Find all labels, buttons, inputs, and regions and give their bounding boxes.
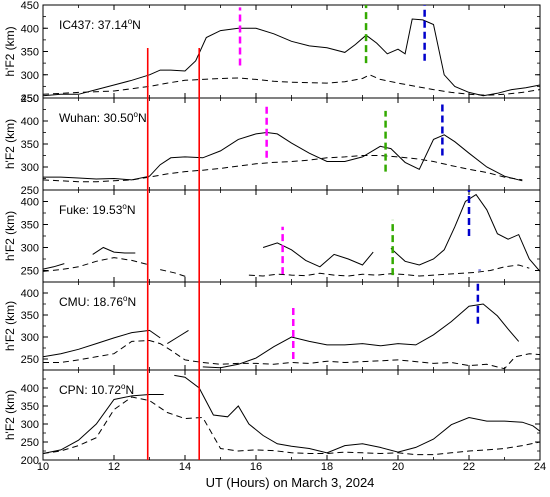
- y-tick-label: 250: [21, 354, 39, 366]
- x-tick-label: 18: [321, 461, 333, 473]
- y-tick-label: 350: [21, 139, 39, 151]
- y-tick-label: 450: [21, 0, 39, 12]
- latitude-suffix: N: [132, 18, 141, 32]
- y-tick-label: 400: [21, 116, 39, 128]
- hf2-line: [43, 18, 540, 97]
- median-line: [43, 339, 540, 370]
- y-tick-label: 400: [21, 288, 39, 300]
- hf2-line: [92, 246, 136, 255]
- station-label: CPN: 10.72oN: [59, 382, 134, 397]
- degree-superscript: o: [121, 382, 126, 391]
- y-tick-label: 300: [21, 419, 39, 431]
- x-axis-label: UT (Hours) on March 3, 2024: [206, 475, 375, 490]
- y-axis-label: h'F2 (km): [3, 211, 17, 261]
- degree-superscript: o: [128, 17, 133, 26]
- y-tick-label: 200: [21, 455, 39, 467]
- x-tick-label: 24: [534, 461, 546, 473]
- latitude-suffix: N: [127, 203, 136, 217]
- y-axis-label: h'F2 (km): [3, 301, 17, 351]
- y-tick-label: 400: [21, 23, 39, 35]
- hf2-line: [202, 303, 520, 369]
- latitude-suffix: N: [138, 111, 147, 125]
- y-tick-label: 400: [21, 383, 39, 395]
- y-tick-label: 400: [21, 197, 39, 209]
- median-line: [43, 396, 540, 456]
- panel-5: 200 250 300 350 400 h'F2 (km) CPN: 10.72oN: [3, 369, 541, 467]
- x-tick-label: 20: [392, 461, 404, 473]
- x-tick-label: 14: [179, 461, 191, 473]
- latitude-suffix: N: [126, 383, 135, 397]
- median-line: [43, 155, 523, 183]
- panel-1: 250 300 350 400 450 h'F2 (km) IC437: 37.14oN: [3, 0, 541, 105]
- y-tick-label: 350: [21, 47, 39, 59]
- x-tick-label: 16: [250, 461, 262, 473]
- station-label: IC437: 37.14oN: [59, 17, 141, 32]
- y-tick-label: 300: [21, 162, 39, 174]
- y-tick-label: 250: [21, 437, 39, 449]
- degree-superscript: o: [134, 110, 139, 119]
- y-tick-label: 250: [21, 93, 39, 105]
- median-line: [160, 269, 189, 278]
- y-tick-label: 350: [21, 401, 39, 413]
- hf2-line: [43, 131, 523, 182]
- y-tick-label: 350: [21, 310, 39, 322]
- y-tick-label: 300: [21, 70, 39, 82]
- y-axis-label: h'F2 (km): [3, 390, 17, 440]
- panel-data: [43, 374, 540, 456]
- x-tick-label: 12: [108, 461, 120, 473]
- degree-superscript: o: [122, 202, 127, 211]
- x-tick-label: 10: [37, 461, 49, 473]
- hf2-line: [174, 374, 540, 454]
- hf2-line: [43, 394, 164, 454]
- y-axis-label: h'F2 (km): [3, 26, 17, 76]
- median-line: [43, 74, 540, 96]
- degree-superscript: o: [123, 294, 128, 303]
- y-tick-label: 300: [21, 332, 39, 344]
- panel-3: 250 300 350 400 h'F2 (km) Fuke: 19.53oN: [3, 189, 541, 283]
- event-lines-group: [146, 48, 200, 460]
- station-label: CMU: 18.76oN: [59, 294, 136, 309]
- y-tick-label: 250: [21, 266, 39, 278]
- hf2-line: [43, 263, 65, 270]
- y-tick-label: 300: [21, 243, 39, 255]
- x-tick-label: 22: [463, 461, 475, 473]
- station-label: Wuhan: 30.50oN: [59, 110, 147, 125]
- panel-data: [43, 18, 540, 97]
- panel-4: 250 300 350 400 h'F2 (km) CMU: 18.76oN: [3, 279, 541, 371]
- panel-2: 250 300 350 400 450 h'F2 (km) Wuhan: 30.50oN: [3, 93, 541, 197]
- latitude-suffix: N: [127, 295, 136, 309]
- hf2-line: [43, 329, 161, 358]
- station-label: Fuke: 19.53oN: [59, 202, 136, 217]
- y-tick-label: 350: [21, 220, 39, 232]
- panel-data: [43, 303, 540, 370]
- median-line: [43, 257, 150, 272]
- panel-data: [43, 131, 523, 183]
- hf2-line: [262, 242, 374, 268]
- hf2-line: [390, 193, 540, 272]
- y-tick-label: 250: [21, 185, 39, 197]
- y-axis-label: h'F2 (km): [3, 119, 17, 169]
- y-tick-label: 450: [21, 93, 39, 105]
- hf2-line: [167, 329, 189, 345]
- x-axis: 10 12 14 16 18 20 22 24: [37, 461, 546, 473]
- median-line: [248, 264, 530, 277]
